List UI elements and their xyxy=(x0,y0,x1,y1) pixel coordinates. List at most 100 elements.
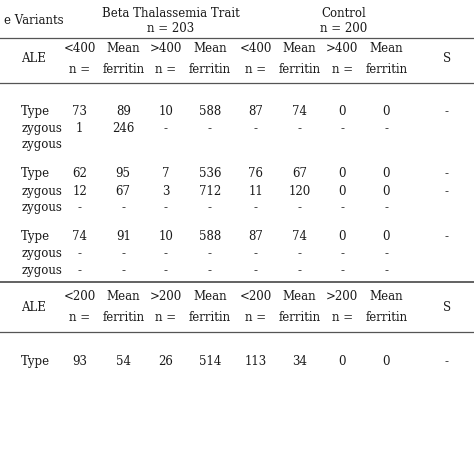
Text: n =: n = xyxy=(332,63,353,76)
Text: -: - xyxy=(384,122,388,136)
Text: Mean: Mean xyxy=(107,42,140,55)
Text: 712: 712 xyxy=(199,185,221,198)
Text: ferritin: ferritin xyxy=(365,63,407,76)
Text: -: - xyxy=(78,247,82,260)
Text: -: - xyxy=(254,201,258,214)
Text: -: - xyxy=(164,122,168,136)
Text: ferritin: ferritin xyxy=(279,63,320,76)
Text: Mean: Mean xyxy=(283,290,316,303)
Text: 514: 514 xyxy=(199,355,221,368)
Text: <200: <200 xyxy=(240,290,272,303)
Text: zygous: zygous xyxy=(21,122,62,136)
Text: Mean: Mean xyxy=(370,42,403,55)
Text: 0: 0 xyxy=(338,105,346,118)
Text: -: - xyxy=(78,264,82,277)
Text: ferritin: ferritin xyxy=(102,63,144,76)
Text: 10: 10 xyxy=(158,105,173,118)
Text: zygous: zygous xyxy=(21,138,62,151)
Text: Mean: Mean xyxy=(193,290,227,303)
Text: 76: 76 xyxy=(248,167,264,181)
Text: 536: 536 xyxy=(199,167,221,181)
Text: 0: 0 xyxy=(338,167,346,181)
Text: -: - xyxy=(384,264,388,277)
Text: ferritin: ferritin xyxy=(279,311,320,324)
Text: 74: 74 xyxy=(292,105,307,118)
Text: 1: 1 xyxy=(76,122,83,136)
Text: 54: 54 xyxy=(116,355,131,368)
Text: n = 203: n = 203 xyxy=(147,22,194,35)
Text: n =: n = xyxy=(155,63,176,76)
Text: 588: 588 xyxy=(199,230,221,244)
Text: 87: 87 xyxy=(248,105,264,118)
Text: -: - xyxy=(208,247,212,260)
Text: Control: Control xyxy=(321,7,366,20)
Text: S: S xyxy=(443,301,451,314)
Text: 34: 34 xyxy=(292,355,307,368)
Text: Type: Type xyxy=(21,355,50,368)
Text: 10: 10 xyxy=(158,230,173,244)
Text: -: - xyxy=(340,201,344,214)
Text: n =: n = xyxy=(69,63,90,76)
Text: -: - xyxy=(298,122,301,136)
Text: 0: 0 xyxy=(383,105,390,118)
Text: Type: Type xyxy=(21,167,50,181)
Text: -: - xyxy=(121,247,125,260)
Text: ALE: ALE xyxy=(21,301,46,314)
Text: Type: Type xyxy=(21,105,50,118)
Text: zygous: zygous xyxy=(21,185,62,198)
Text: 0: 0 xyxy=(338,355,346,368)
Text: 74: 74 xyxy=(292,230,307,244)
Text: -: - xyxy=(340,264,344,277)
Text: Mean: Mean xyxy=(107,290,140,303)
Text: S: S xyxy=(443,52,451,65)
Text: Beta Thalassemia Trait: Beta Thalassemia Trait xyxy=(102,7,239,20)
Text: n =: n = xyxy=(246,311,266,324)
Text: -: - xyxy=(384,247,388,260)
Text: n = 200: n = 200 xyxy=(320,22,367,35)
Text: <200: <200 xyxy=(64,290,96,303)
Text: ferritin: ferritin xyxy=(102,311,144,324)
Text: 67: 67 xyxy=(116,185,131,198)
Text: >400: >400 xyxy=(326,42,358,55)
Text: >200: >200 xyxy=(326,290,358,303)
Text: ferritin: ferritin xyxy=(189,311,231,324)
Text: 12: 12 xyxy=(72,185,87,198)
Text: 0: 0 xyxy=(383,355,390,368)
Text: -: - xyxy=(298,247,301,260)
Text: 11: 11 xyxy=(248,185,264,198)
Text: zygous: zygous xyxy=(21,247,62,260)
Text: e Variants: e Variants xyxy=(4,14,64,27)
Text: -: - xyxy=(445,355,449,368)
Text: >400: >400 xyxy=(150,42,182,55)
Text: 74: 74 xyxy=(72,230,87,244)
Text: ferritin: ferritin xyxy=(365,311,407,324)
Text: n =: n = xyxy=(332,311,353,324)
Text: zygous: zygous xyxy=(21,201,62,214)
Text: 91: 91 xyxy=(116,230,131,244)
Text: 73: 73 xyxy=(72,105,87,118)
Text: -: - xyxy=(208,122,212,136)
Text: -: - xyxy=(298,264,301,277)
Text: -: - xyxy=(121,264,125,277)
Text: 87: 87 xyxy=(248,230,264,244)
Text: 0: 0 xyxy=(383,230,390,244)
Text: 113: 113 xyxy=(245,355,267,368)
Text: Mean: Mean xyxy=(283,42,316,55)
Text: 0: 0 xyxy=(338,185,346,198)
Text: -: - xyxy=(445,230,449,244)
Text: -: - xyxy=(121,201,125,214)
Text: 26: 26 xyxy=(158,355,173,368)
Text: -: - xyxy=(254,247,258,260)
Text: n =: n = xyxy=(69,311,90,324)
Text: 89: 89 xyxy=(116,105,131,118)
Text: 0: 0 xyxy=(383,167,390,181)
Text: -: - xyxy=(340,122,344,136)
Text: zygous: zygous xyxy=(21,264,62,277)
Text: ALE: ALE xyxy=(21,52,46,65)
Text: 95: 95 xyxy=(116,167,131,181)
Text: Type: Type xyxy=(21,230,50,244)
Text: <400: <400 xyxy=(64,42,96,55)
Text: 0: 0 xyxy=(383,185,390,198)
Text: -: - xyxy=(78,201,82,214)
Text: 67: 67 xyxy=(292,167,307,181)
